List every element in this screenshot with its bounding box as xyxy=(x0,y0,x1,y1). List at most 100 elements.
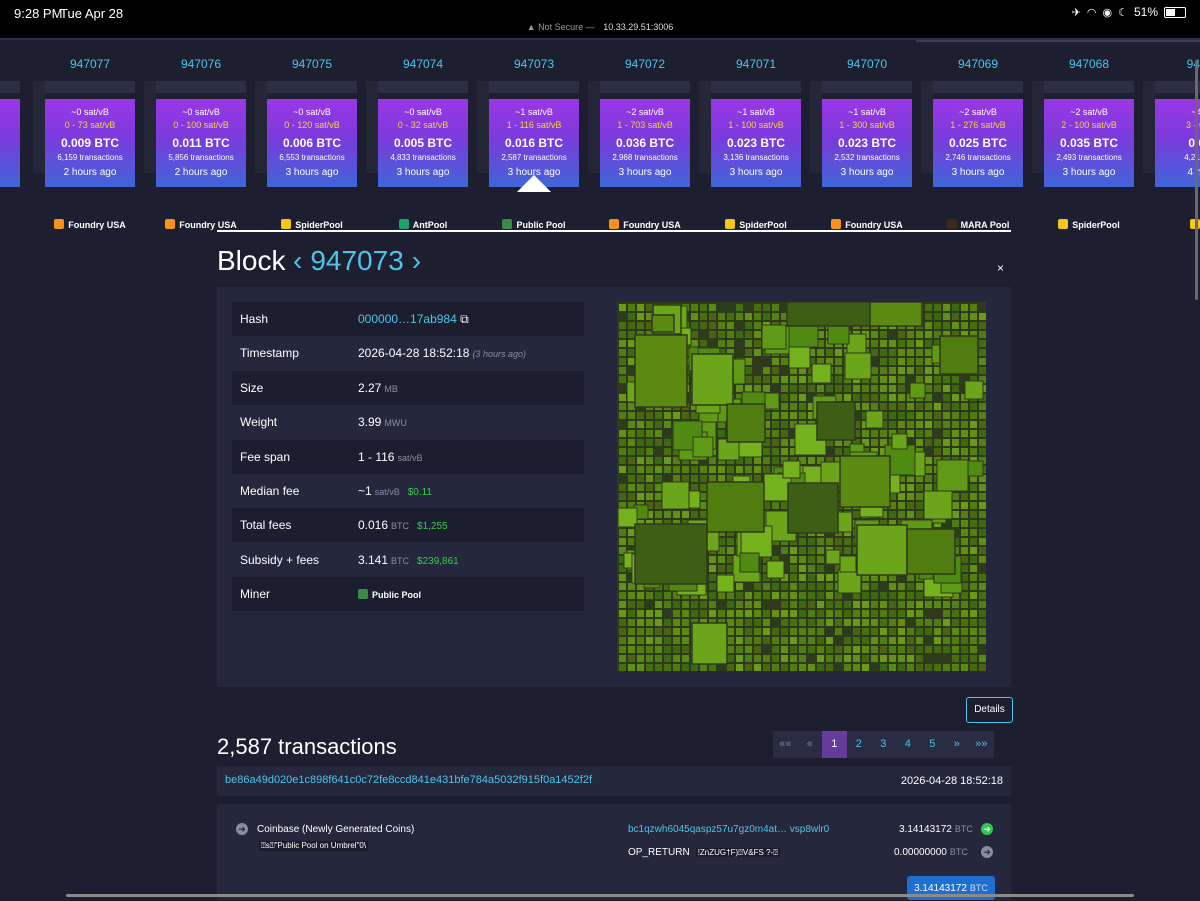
treemap-tx-cell[interactable] xyxy=(925,322,932,329)
treemap-tx-cell[interactable] xyxy=(727,601,734,608)
treemap-tx-cell[interactable] xyxy=(970,484,977,491)
treemap-tx-cell[interactable] xyxy=(763,619,770,626)
treemap-tx-cell[interactable] xyxy=(907,340,914,347)
treemap-tx-cell[interactable] xyxy=(664,664,671,671)
treemap-tx-cell[interactable] xyxy=(727,619,734,626)
block-pool[interactable]: AntPool xyxy=(368,219,478,230)
treemap-tx-cell[interactable] xyxy=(781,646,788,653)
treemap-tx-cell[interactable] xyxy=(835,394,842,401)
treemap-tx-cell[interactable] xyxy=(619,331,626,338)
treemap-tx-cell[interactable] xyxy=(763,412,770,419)
treemap-tx-cell[interactable] xyxy=(835,592,842,599)
block-cube[interactable]: 947069 ~2 sat/vB 1 - 276 sat/vB 0.025 BT… xyxy=(921,57,1044,230)
treemap-tx-cell[interactable] xyxy=(646,448,653,455)
treemap-tx-cell[interactable] xyxy=(970,313,977,320)
treemap-tx-cell[interactable] xyxy=(763,421,770,428)
details-button[interactable]: Details xyxy=(966,697,1013,723)
treemap-tx-cell[interactable] xyxy=(970,556,977,563)
treemap-tx-cell[interactable] xyxy=(898,331,905,338)
treemap-tx-cell[interactable] xyxy=(700,340,707,347)
treemap-tx-cell[interactable] xyxy=(808,664,815,671)
treemap-tx-cell[interactable] xyxy=(673,664,680,671)
treemap-tx-cell[interactable] xyxy=(781,502,788,509)
treemap-tx-cell[interactable] xyxy=(799,619,806,626)
treemap-tx-cell[interactable] xyxy=(961,637,968,644)
treemap-tx-cell[interactable] xyxy=(970,448,977,455)
treemap-tx-cell[interactable] xyxy=(772,664,779,671)
treemap-tx-cell[interactable] xyxy=(889,592,896,599)
treemap-tx-cell[interactable] xyxy=(808,547,815,554)
treemap-tx-cell[interactable] xyxy=(952,412,959,419)
treemap-tx-cell[interactable] xyxy=(655,430,662,437)
treemap-tx-cell[interactable] xyxy=(817,565,824,572)
treemap-tx-cell[interactable] xyxy=(979,322,986,329)
treemap-tx-cell[interactable] xyxy=(700,610,707,617)
treemap-tx-cell[interactable] xyxy=(970,439,977,446)
treemap-tx-cell[interactable] xyxy=(970,574,977,581)
treemap-tx-cell[interactable] xyxy=(628,313,635,320)
treemap-tx-cell[interactable] xyxy=(790,394,797,401)
treemap-tx-cell[interactable] xyxy=(889,619,896,626)
treemap-tx-cell[interactable] xyxy=(934,340,941,347)
treemap-tx-cell[interactable] xyxy=(898,511,905,518)
treemap-tx-cell[interactable] xyxy=(619,619,626,626)
treemap-tx-cell[interactable] xyxy=(880,349,887,356)
treemap-tx-cell[interactable] xyxy=(826,538,833,545)
block-pool[interactable]: USA xyxy=(0,219,30,230)
treemap-tx-cell[interactable] xyxy=(952,655,959,662)
treemap-tx-cell[interactable] xyxy=(664,628,671,635)
treemap-tx-cell[interactable] xyxy=(745,322,752,329)
treemap-tx-cell[interactable] xyxy=(889,511,896,518)
treemap-tx-cell[interactable] xyxy=(880,394,887,401)
treemap-tx-cell[interactable] xyxy=(916,601,923,608)
treemap-tx-cell[interactable] xyxy=(826,349,833,356)
treemap-tx-cell[interactable] xyxy=(754,475,761,482)
treemap-tx-cell[interactable] xyxy=(619,322,626,329)
treemap-tx-cell[interactable] xyxy=(844,439,851,446)
treemap-tx-cell[interactable] xyxy=(835,439,842,446)
treemap-tx-cell[interactable] xyxy=(700,493,707,500)
treemap-tx-cell[interactable] xyxy=(736,313,743,320)
block-cube[interactable]: 947077 ~0 sat/vB 0 - 73 sat/vB 0.009 BTC… xyxy=(33,57,156,230)
treemap-tx-cell[interactable] xyxy=(628,493,635,500)
treemap-tx-cell[interactable] xyxy=(916,367,923,374)
treemap-tx-cell[interactable] xyxy=(763,457,770,464)
treemap-tx-cell[interactable] xyxy=(925,664,932,671)
treemap-tx-cell[interactable] xyxy=(826,655,833,662)
treemap-tx-cell[interactable] xyxy=(871,349,878,356)
treemap-tx-cell[interactable] xyxy=(655,610,662,617)
treemap-tx-cell[interactable] xyxy=(745,385,752,392)
treemap-tx-cell[interactable] xyxy=(691,353,734,406)
treemap-tx-cell[interactable] xyxy=(907,493,914,500)
treemap-tx-cell[interactable] xyxy=(781,376,788,383)
treemap-tx-cell[interactable] xyxy=(727,556,734,563)
treemap-tx-cell[interactable] xyxy=(961,529,968,536)
treemap-tx-cell[interactable] xyxy=(799,637,806,644)
treemap-tx-cell[interactable] xyxy=(655,439,662,446)
treemap-tx-cell[interactable] xyxy=(898,610,905,617)
treemap-tx-cell[interactable] xyxy=(979,601,986,608)
treemap-tx-cell[interactable] xyxy=(763,367,770,374)
treemap-tx-cell[interactable] xyxy=(853,610,860,617)
treemap-tx-cell[interactable] xyxy=(691,322,698,329)
treemap-tx-cell[interactable] xyxy=(790,655,797,662)
treemap-tx-cell[interactable] xyxy=(637,637,644,644)
treemap-tx-cell[interactable] xyxy=(664,646,671,653)
treemap-tx-cell[interactable] xyxy=(898,637,905,644)
treemap-tx-cell[interactable] xyxy=(763,385,770,392)
treemap-tx-cell[interactable] xyxy=(691,484,698,491)
treemap-tx-cell[interactable] xyxy=(979,547,986,554)
treemap-tx-cell[interactable] xyxy=(736,466,743,473)
treemap-tx-cell[interactable] xyxy=(718,610,725,617)
treemap-tx-cell[interactable] xyxy=(637,466,644,473)
page-button[interactable]: 3 xyxy=(880,738,887,750)
prev-block-icon[interactable]: ‹ xyxy=(293,245,303,276)
treemap-tx-cell[interactable] xyxy=(706,481,765,533)
treemap-tx-cell[interactable] xyxy=(726,403,766,443)
treemap-tx-cell[interactable] xyxy=(799,556,806,563)
treemap-tx-cell[interactable] xyxy=(826,601,833,608)
treemap-tx-cell[interactable] xyxy=(916,583,923,590)
treemap-tx-cell[interactable] xyxy=(853,601,860,608)
treemap-tx-cell[interactable] xyxy=(808,592,815,599)
treemap-tx-cell[interactable] xyxy=(637,430,644,437)
